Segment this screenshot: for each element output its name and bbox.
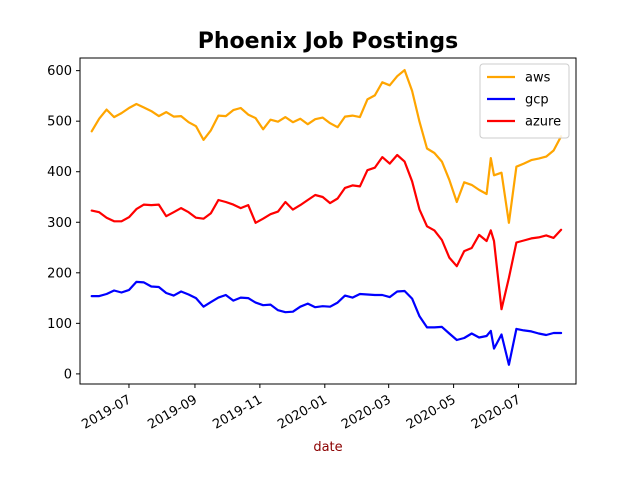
y-tick-label: 100 [47, 317, 72, 332]
y-tick-label: 500 [47, 115, 72, 130]
legend: aws gcp azure [479, 63, 570, 139]
y-tick-label: 0 [64, 367, 72, 382]
chart-title: Phoenix Job Postings [198, 29, 458, 54]
y-tick-label: 200 [47, 266, 72, 281]
axes-frame [79, 57, 577, 385]
series-line-azure [90, 153, 563, 311]
plot-area [90, 69, 563, 366]
legend-box [479, 63, 570, 139]
y-tick-label: 600 [47, 64, 72, 79]
x-axis-label: date [313, 440, 342, 455]
y-tick-label: 400 [47, 165, 72, 180]
legend-label-aws: aws [525, 71, 551, 86]
legend-label-azure: azure [525, 115, 561, 130]
series-line-gcp [90, 280, 563, 366]
series-line-aws [90, 69, 563, 224]
y-tick-label: 300 [47, 216, 72, 231]
legend-label-gcp: gcp [525, 93, 549, 108]
